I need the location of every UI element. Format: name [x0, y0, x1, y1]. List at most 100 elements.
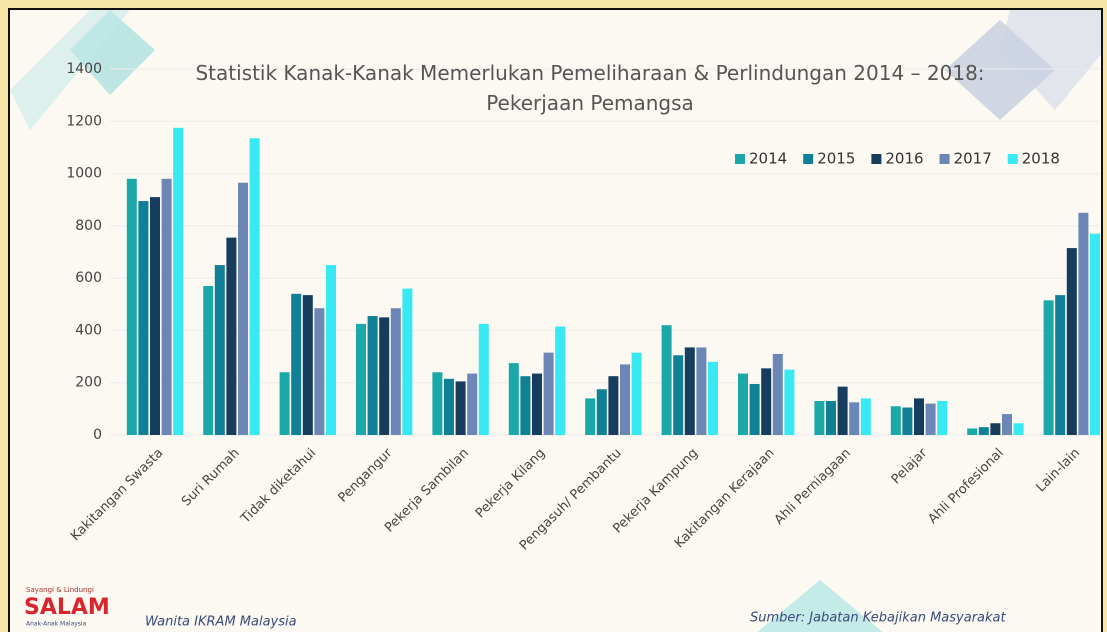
- bar: [161, 178, 172, 436]
- bar: [738, 373, 748, 435]
- x-tick-label: Pekerja Sambilan: [382, 446, 472, 536]
- bar: [1013, 423, 1024, 435]
- bar: [1078, 212, 1089, 435]
- bar: [203, 285, 214, 435]
- chart: Sayangi & Lindungi SALAM Anak-Anak Malay…: [10, 10, 1101, 632]
- x-tick-label: Suri Rumah: [179, 446, 243, 510]
- bar: [555, 326, 566, 435]
- bar: [226, 237, 237, 435]
- legend-label: 2017: [954, 150, 992, 168]
- bar: [302, 295, 313, 435]
- bar: [925, 403, 936, 435]
- bar: [967, 428, 978, 435]
- bar: [367, 316, 378, 435]
- bar: [761, 368, 772, 435]
- bar: [990, 423, 1001, 435]
- bar: [784, 369, 795, 435]
- bar: [902, 407, 913, 435]
- chart-title: Statistik Kanak-Kanak Memerlukan Pemelih…: [195, 61, 985, 115]
- bar: [214, 265, 225, 435]
- bar: [291, 293, 302, 435]
- bar: [937, 401, 948, 435]
- y-tick-label: 200: [75, 375, 102, 391]
- x-tick-label: Pekerja Kilang: [473, 446, 548, 521]
- footer-left: Wanita IKRAM Malaysia: [145, 615, 297, 630]
- bar: [467, 373, 478, 435]
- bar: [978, 427, 989, 435]
- bar: [356, 323, 366, 435]
- bar: [684, 347, 695, 435]
- legend-swatch: [871, 154, 882, 164]
- source: Sumber: Jabatan Kebajikan Masyarakat: [750, 611, 1007, 626]
- logo-bottom: Anak-Anak Malaysia: [26, 621, 87, 628]
- bar: [1043, 300, 1054, 435]
- x-tick-label: Lain-lain: [1033, 446, 1083, 496]
- bar: [826, 401, 836, 435]
- bar: [390, 308, 401, 435]
- bar: [608, 376, 619, 435]
- y-tick-label: 600: [75, 270, 102, 286]
- bar: [249, 138, 260, 435]
- bar: [1090, 233, 1100, 435]
- bar: [444, 378, 454, 435]
- legend-swatch: [735, 154, 745, 164]
- decoration: [757, 580, 883, 632]
- bar: [326, 265, 336, 435]
- x-tick-label: Ahli Profesional: [925, 446, 1006, 527]
- bar: [543, 352, 554, 435]
- y-tick-label: 1400: [66, 61, 102, 77]
- bar: [379, 317, 390, 435]
- bar: [238, 182, 248, 435]
- legend-swatch: [803, 154, 814, 164]
- legend-swatch: [1007, 154, 1018, 164]
- y-tick-label: 800: [75, 218, 102, 234]
- bar: [890, 406, 901, 435]
- bar: [708, 361, 718, 435]
- bar: [402, 288, 413, 435]
- bar: [478, 323, 489, 435]
- frame: Sayangi & Lindungi SALAM Anak-Anak Malay…: [8, 8, 1103, 632]
- legend-label: 2014: [749, 150, 787, 168]
- x-tick-label: Pelajar: [889, 445, 931, 487]
- decoration: [10, 10, 130, 130]
- x-tick-label: Pengangur: [335, 445, 396, 506]
- legend-label: 2016: [885, 150, 923, 168]
- bar: [279, 372, 290, 435]
- legend-label: 2015: [817, 150, 855, 168]
- bar: [814, 401, 825, 435]
- bar: [126, 178, 137, 436]
- bar: [1055, 295, 1066, 435]
- y-tick-label: 1000: [66, 166, 102, 182]
- x-tick-label: Ahli Perniagaan: [772, 446, 854, 528]
- bar: [661, 325, 672, 435]
- x-tick-label: Tidak diketahui: [238, 446, 319, 527]
- bar: [837, 386, 848, 435]
- decoration: [1000, 10, 1101, 110]
- bar: [508, 363, 519, 435]
- y-tick-label: 1200: [66, 113, 102, 129]
- bar: [455, 381, 466, 435]
- bar: [314, 308, 325, 435]
- bar: [585, 398, 596, 435]
- bar: [772, 353, 783, 435]
- logo-name: SALAM: [24, 595, 110, 620]
- bar: [1066, 248, 1077, 435]
- bar: [673, 355, 684, 435]
- bar: [696, 347, 707, 435]
- y-tick-label: 400: [75, 322, 102, 338]
- bar: [849, 402, 860, 435]
- bar: [914, 398, 924, 435]
- bar: [520, 376, 531, 435]
- legend-label: 2018: [1022, 150, 1060, 168]
- bar: [631, 352, 642, 435]
- bar: [432, 372, 443, 435]
- x-tick-label: Kakitangan Swasta: [68, 446, 166, 544]
- bar: [596, 389, 607, 435]
- bar: [1002, 414, 1012, 435]
- bar: [150, 197, 160, 435]
- bar: [620, 364, 630, 435]
- bar: [532, 373, 542, 435]
- bar: [860, 398, 871, 435]
- y-tick-label: 0: [93, 427, 102, 443]
- bar: [173, 127, 184, 436]
